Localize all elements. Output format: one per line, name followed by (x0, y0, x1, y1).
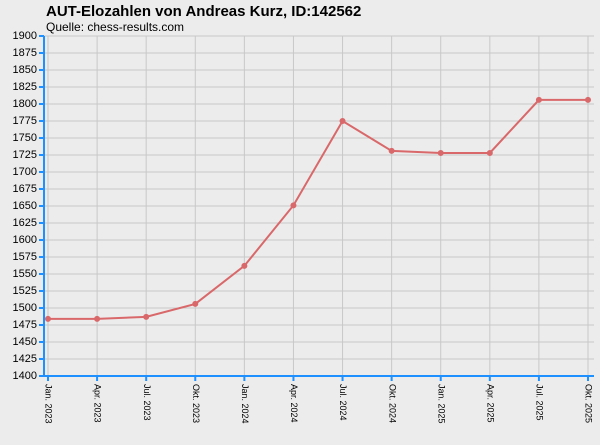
data-point (94, 315, 101, 322)
x-tick-label: Okt. 2024 (387, 384, 397, 423)
y-tick-label: 1700 (13, 166, 37, 178)
y-tick-label: 1475 (13, 319, 37, 331)
data-point (290, 202, 297, 209)
y-tick-label: 1750 (13, 132, 37, 144)
x-tick-label: Jan. 2025 (436, 384, 446, 424)
y-tick-label: 1775 (13, 115, 37, 127)
data-point (388, 147, 395, 154)
y-tick-label: 1425 (13, 353, 37, 365)
data-line (48, 98, 588, 320)
y-tick-label: 1550 (13, 268, 37, 280)
y-tick-label: 1600 (13, 234, 37, 246)
y-tick-label: 1800 (13, 98, 37, 110)
data-point (486, 149, 493, 156)
x-tick-label: Apr. 2024 (289, 384, 299, 423)
data-point (192, 300, 199, 307)
data-point (339, 118, 346, 124)
y-tick-label: 1500 (13, 302, 37, 314)
data-point (437, 149, 444, 156)
data-point (241, 262, 248, 269)
x-tick-label: Jul. 2025 (535, 384, 545, 421)
data-point (585, 96, 591, 103)
x-tick-label: Jul. 2024 (338, 384, 348, 421)
x-tick-label: Jan. 2024 (240, 384, 250, 424)
x-tick-label: Okt. 2025 (584, 384, 594, 423)
y-tick-label: 1850 (13, 64, 37, 76)
y-tick-label: 1900 (13, 30, 37, 42)
data-point (143, 313, 150, 320)
data-point (45, 315, 51, 322)
y-tick-label: 1525 (13, 285, 37, 297)
y-tick-label: 1725 (13, 149, 37, 161)
y-tick-label: 1675 (13, 183, 37, 195)
x-tick-label: Jan. 2023 (44, 384, 54, 424)
x-tick-label: Apr. 2023 (93, 384, 103, 423)
y-tick-label: 1400 (13, 370, 37, 382)
x-tick-label: Jul. 2023 (142, 384, 152, 421)
y-tick-label: 1825 (13, 81, 37, 93)
data-point (535, 96, 542, 103)
y-tick-label: 1450 (13, 336, 37, 348)
x-tick-label: Okt. 2023 (191, 384, 201, 423)
y-tick-label: 1875 (13, 47, 37, 59)
chart-subtitle: Quelle: chess-results.com (46, 20, 184, 34)
x-tick-label: Apr. 2025 (485, 384, 495, 423)
y-tick-label: 1575 (13, 251, 37, 263)
y-tick-label: 1650 (13, 200, 37, 212)
chart-title: AUT-Elozahlen von Andreas Kurz, ID:14256… (46, 3, 361, 20)
y-tick-label: 1625 (13, 217, 37, 229)
